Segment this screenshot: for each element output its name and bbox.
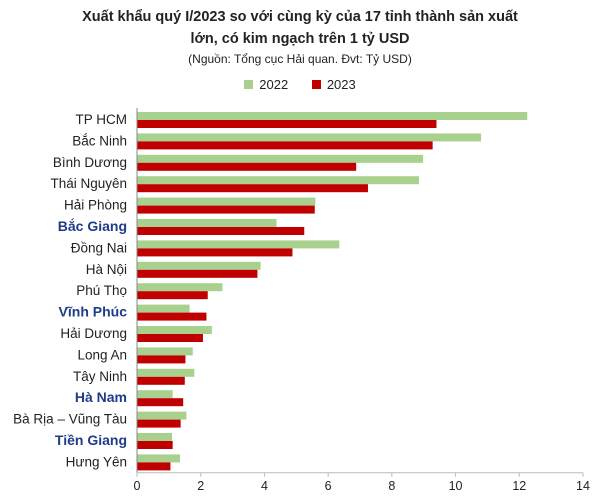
category-label-3: Thái Nguyên (50, 176, 127, 191)
bar-2022-0 (137, 112, 528, 120)
category-label-2: Bình Dương (53, 155, 127, 170)
bar-2022-9 (137, 304, 190, 313)
bar-2022-3 (137, 176, 419, 185)
bar-2022-13 (137, 390, 173, 399)
x-tick-label-1: 2 (197, 479, 204, 493)
bar-2023-1 (137, 141, 433, 150)
bar-2023-10 (137, 334, 203, 342)
x-tick-label-6: 12 (512, 479, 526, 493)
chart-title-line1: Xuất khẩu quý I/2023 so với cùng kỳ của … (82, 9, 518, 25)
category-label-15: Tiền Giang (55, 432, 127, 448)
bar-2022-5 (137, 219, 277, 227)
category-label-1: Bắc Ninh (72, 133, 127, 148)
bar-2023-3 (137, 184, 368, 193)
bar-2023-9 (137, 312, 207, 321)
category-label-11: Long An (77, 347, 127, 362)
bar-2023-2 (137, 162, 357, 171)
bar-2022-11 (137, 347, 193, 356)
bar-2022-2 (137, 154, 424, 163)
category-label-5: Bắc Giang (58, 217, 127, 234)
bar-2022-7 (137, 261, 261, 270)
bar-2023-8 (137, 291, 208, 300)
category-label-6: Đồng Nai (71, 240, 127, 255)
x-tick-label-4: 8 (388, 479, 395, 493)
bar-2022-12 (137, 368, 195, 377)
category-label-16: Hưng Yên (66, 454, 127, 469)
category-label-10: Hải Dương (60, 326, 127, 341)
bar-2023-15 (137, 441, 173, 449)
bar-2022-8 (137, 283, 223, 292)
legend-item-2023: 2023 (311, 77, 356, 92)
legend-swatch-2022 (244, 80, 254, 89)
x-tick-label-5: 10 (449, 479, 463, 493)
legend-label-2022: 2022 (259, 77, 289, 92)
x-tick-label-7: 14 (576, 479, 590, 493)
legend-swatch-2023 (311, 80, 321, 89)
category-label-0: TP HCM (75, 112, 127, 127)
bar-2023-13 (137, 398, 184, 407)
category-label-4: Hải Phòng (64, 198, 127, 213)
legend: 2022 2023 (0, 77, 600, 92)
category-label-12: Tây Ninh (73, 369, 127, 384)
bar-2023-5 (137, 227, 305, 235)
bar-2023-7 (137, 269, 258, 278)
bar-2022-6 (137, 240, 340, 249)
category-label-7: Hà Nội (86, 262, 127, 277)
x-tick-label-0: 0 (134, 479, 141, 493)
bar-2022-4 (137, 197, 316, 206)
bar-2023-4 (137, 205, 315, 214)
category-label-14: Bà Rịa – Vũng Tàu (13, 412, 127, 427)
category-label-13: Hà Nam (75, 389, 127, 405)
legend-label-2023: 2023 (326, 77, 356, 92)
category-label-9: Vĩnh Phúc (59, 304, 128, 320)
bar-2023-16 (137, 462, 171, 471)
bar-2023-6 (137, 248, 293, 257)
bar-2022-15 (137, 433, 173, 441)
bar-2022-1 (137, 133, 482, 142)
x-tick-label-3: 6 (325, 479, 332, 493)
chart-title-line2: lớn, có kim ngạch trên 1 tỷ USD (190, 31, 410, 47)
bar-2023-0 (137, 120, 437, 128)
x-tick-label-2: 4 (261, 479, 268, 493)
bar-2023-14 (137, 419, 181, 428)
bar-2023-11 (137, 355, 186, 364)
chart-subtitle: (Nguồn: Tổng cục Hải quan. Đvt: Tỷ USD) (188, 52, 412, 66)
bar-2022-10 (137, 326, 212, 334)
legend-item-2022: 2022 (244, 77, 288, 92)
bar-2023-12 (137, 376, 185, 385)
bar-2022-16 (137, 454, 181, 463)
category-label-8: Phú Thọ (76, 283, 127, 298)
bar-2022-14 (137, 411, 187, 420)
